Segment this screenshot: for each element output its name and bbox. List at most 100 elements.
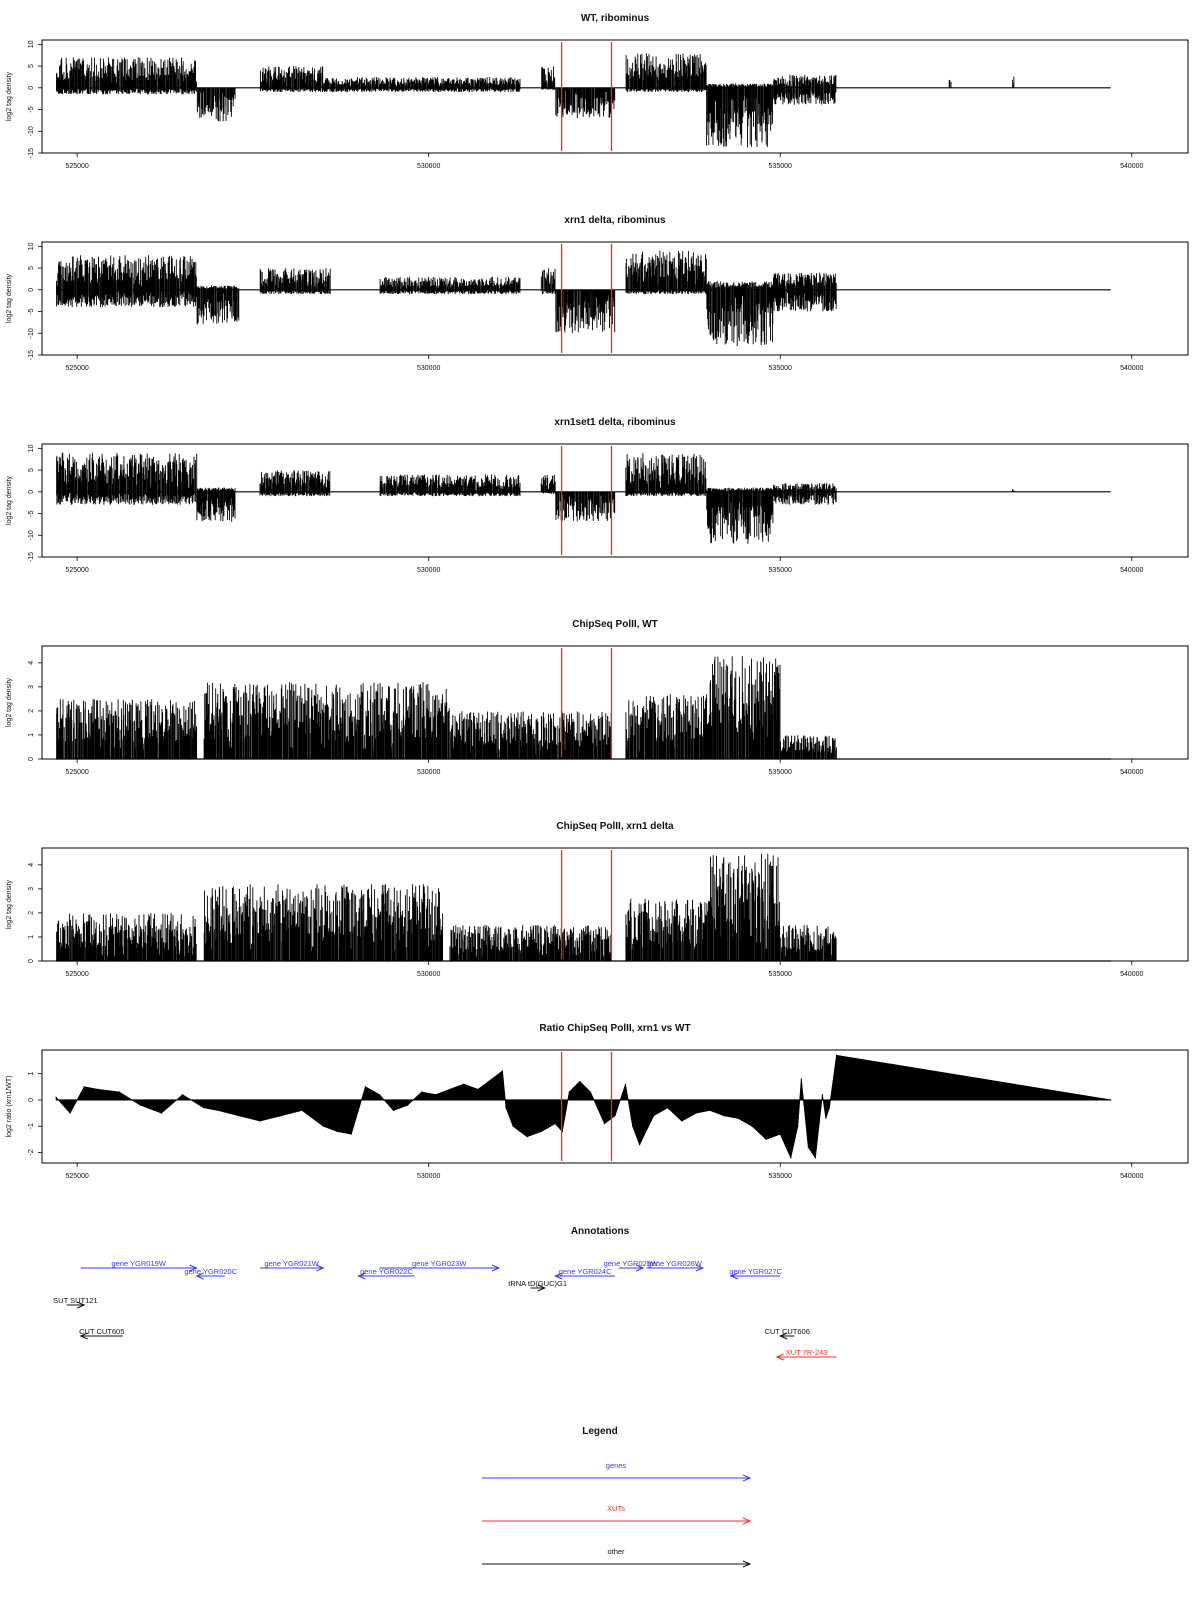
annotation-feature: gene YGR022C: [357, 1267, 415, 1280]
ratio-point: [139, 1104, 141, 1106]
y-axis-label: log2 tag density: [6, 879, 13, 929]
data-series: [55, 1054, 1112, 1159]
legend-item-genes: genes: [482, 1461, 752, 1482]
ratio-point: [357, 1109, 359, 1111]
ratio-point: [821, 1094, 824, 1096]
y-tick-label: -15: [28, 552, 35, 562]
ratio-point: [526, 1136, 528, 1138]
arrow-head-icon: [635, 1264, 645, 1272]
ratio-point: [603, 1123, 606, 1125]
data-series: [56, 250, 1111, 347]
x-tick-label: 525000: [65, 1173, 88, 1180]
panel-title: Ratio ChipSeq PolII, xrn1 vs WT: [539, 1023, 690, 1034]
ratio-point: [653, 1115, 655, 1117]
y-axis-label: log2 tag density: [6, 677, 13, 727]
x-tick-label: 530000: [417, 163, 440, 170]
y-tick-label: 0: [28, 959, 35, 963]
ratio-point: [624, 1083, 627, 1085]
y-tick-label: 5: [28, 266, 35, 270]
y-tick-label: 10: [28, 242, 35, 250]
y-tick-label: -10: [28, 530, 35, 540]
panel-title: xrn1 delta, ribominus: [564, 215, 666, 226]
annotation-feature: CUT CUT605: [79, 1327, 124, 1340]
ratio-point: [217, 1109, 219, 1111]
ratio-point: [259, 1120, 261, 1122]
y-tick-label: 2: [28, 911, 35, 915]
annotation-label: CUT CUT606: [765, 1327, 810, 1336]
x-tick-label: 535000: [769, 1173, 792, 1180]
arrow-head-icon: [742, 1560, 752, 1568]
x-tick-label: 525000: [65, 163, 88, 170]
signal-bars: [56, 853, 837, 961]
y-tick-label: 10: [28, 40, 35, 48]
x-tick-label: 535000: [769, 567, 792, 574]
ratio-point: [723, 1115, 725, 1117]
ratio-point: [632, 1125, 634, 1127]
plot-frame: [41, 443, 1189, 558]
data-series: [56, 656, 1111, 760]
y-tick-label: -5: [28, 510, 35, 516]
data-series: [56, 853, 1111, 962]
ratio-point: [667, 1107, 669, 1109]
legend-label: genes: [606, 1461, 627, 1470]
arrow-head-icon: [195, 1272, 204, 1280]
ratio-point: [825, 1117, 827, 1119]
annotation-feature: gene YGR027C: [729, 1267, 783, 1280]
signal-bars: [56, 656, 837, 759]
y-tick-label: -15: [28, 148, 35, 158]
x-tick-label: 540000: [1120, 971, 1143, 978]
data-series: [56, 452, 1111, 544]
legend-item-other: other: [482, 1547, 752, 1568]
ratio-point: [568, 1091, 570, 1093]
y-tick-label: 10: [28, 444, 35, 452]
annotation-feature: tRNA tD(GUC)G1: [508, 1279, 567, 1292]
ratio-point: [55, 1096, 57, 1098]
x-tick-label: 540000: [1120, 769, 1143, 776]
ratio-point: [505, 1107, 507, 1109]
ratio-point: [554, 1123, 556, 1125]
x-tick-label: 525000: [65, 769, 88, 776]
arrow-head-icon: [778, 1332, 788, 1340]
arrow-head-icon: [537, 1284, 546, 1292]
x-tick-label: 540000: [1120, 163, 1143, 170]
plot-frame: [41, 1049, 1189, 1164]
annotation-label: XUT 7R-243: [786, 1348, 828, 1357]
ratio-point: [69, 1112, 71, 1114]
ratio-point: [737, 1117, 739, 1119]
ratio-point: [814, 1157, 817, 1159]
ratio-point: [392, 1109, 395, 1111]
ratio-point: [364, 1086, 366, 1088]
y-tick-label: 4: [28, 863, 35, 867]
panel-title: ChipSeq PolII, xrn1 delta: [556, 821, 674, 832]
ratio-point: [160, 1112, 163, 1114]
y-tick-label: -10: [28, 328, 35, 338]
x-tick-label: 540000: [1120, 567, 1143, 574]
arrow-head-icon: [76, 1301, 86, 1309]
ratio-point: [238, 1115, 240, 1117]
ratio-point: [301, 1109, 303, 1111]
signal-bars: [56, 452, 1015, 544]
ratio-point: [835, 1054, 838, 1056]
ratio-point: [589, 1091, 592, 1093]
y-tick-label: 0: [28, 490, 35, 494]
x-tick-label: 535000: [769, 971, 792, 978]
annotation-label: gene YGR025W: [604, 1259, 659, 1268]
ratio-point: [797, 1125, 799, 1127]
annotation-label: gene YGR021W: [264, 1259, 319, 1268]
legend-label: XUTs: [607, 1504, 625, 1513]
y-tick-label: 1: [28, 1072, 35, 1076]
y-tick-label: 0: [28, 1098, 35, 1102]
track-panel-6: Ratio ChipSeq PolII, xrn1 vs WT log2 rati…: [6, 1023, 1189, 1180]
annotation-arrows: gene YGR019W gene YGR020C gene YGR021W gene…: [53, 1259, 837, 1361]
ratio-point: [779, 1133, 781, 1135]
annotation-feature: gene YGR023W: [379, 1259, 501, 1272]
x-tick-label: 540000: [1120, 1173, 1143, 1180]
x-tick-label: 525000: [65, 365, 88, 372]
legend-items: genes XUTs other: [482, 1461, 752, 1568]
y-tick-label: 5: [28, 64, 35, 68]
x-tick-label: 535000: [769, 769, 792, 776]
ratio-point: [695, 1112, 697, 1114]
ratio-point: [579, 1080, 581, 1083]
ratio-point: [435, 1094, 437, 1096]
